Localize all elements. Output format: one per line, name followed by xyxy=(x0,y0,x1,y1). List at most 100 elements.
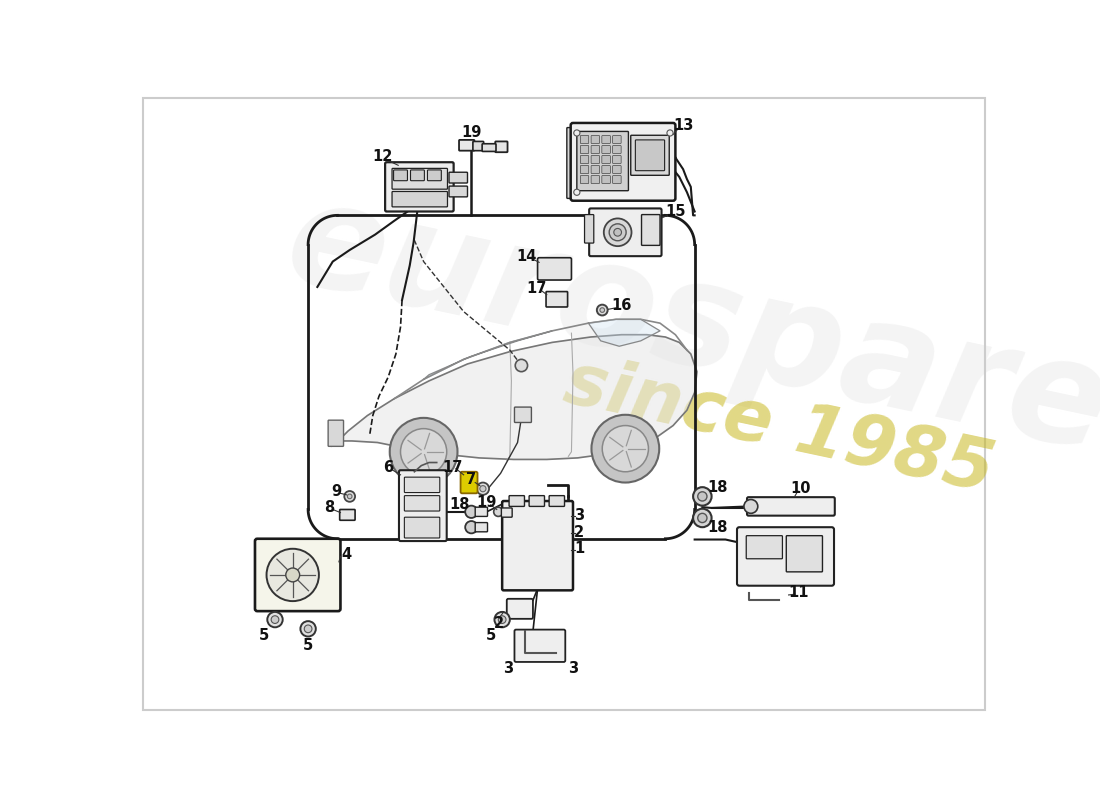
FancyBboxPatch shape xyxy=(459,140,474,150)
FancyBboxPatch shape xyxy=(602,146,610,154)
Text: 12: 12 xyxy=(373,149,393,163)
FancyBboxPatch shape xyxy=(571,123,675,201)
Text: 11: 11 xyxy=(789,585,808,600)
Circle shape xyxy=(515,359,528,372)
FancyBboxPatch shape xyxy=(255,538,341,611)
Circle shape xyxy=(494,507,503,517)
Text: 15: 15 xyxy=(666,204,685,219)
FancyBboxPatch shape xyxy=(581,176,589,183)
Circle shape xyxy=(603,426,649,472)
Circle shape xyxy=(667,130,673,136)
Circle shape xyxy=(465,521,477,534)
Circle shape xyxy=(600,308,605,312)
Circle shape xyxy=(697,492,707,501)
Circle shape xyxy=(400,429,447,475)
FancyBboxPatch shape xyxy=(428,170,441,181)
FancyBboxPatch shape xyxy=(509,496,525,506)
FancyBboxPatch shape xyxy=(636,140,664,170)
FancyBboxPatch shape xyxy=(502,508,513,517)
FancyBboxPatch shape xyxy=(392,191,448,207)
Circle shape xyxy=(286,568,299,582)
FancyBboxPatch shape xyxy=(613,176,621,183)
FancyBboxPatch shape xyxy=(392,168,448,189)
FancyBboxPatch shape xyxy=(576,131,628,190)
Circle shape xyxy=(300,621,316,637)
FancyBboxPatch shape xyxy=(515,407,531,422)
FancyBboxPatch shape xyxy=(641,214,660,246)
Circle shape xyxy=(693,509,712,527)
Text: 3: 3 xyxy=(568,661,579,676)
Text: 17: 17 xyxy=(442,460,462,474)
Polygon shape xyxy=(588,319,660,346)
Circle shape xyxy=(476,482,490,495)
FancyBboxPatch shape xyxy=(507,599,534,619)
FancyBboxPatch shape xyxy=(613,136,621,143)
FancyBboxPatch shape xyxy=(546,291,568,307)
Circle shape xyxy=(305,625,312,633)
Circle shape xyxy=(693,487,712,506)
Text: 16: 16 xyxy=(612,298,631,313)
Circle shape xyxy=(614,229,622,236)
Text: 9: 9 xyxy=(331,483,342,498)
Text: 18: 18 xyxy=(707,520,728,534)
FancyBboxPatch shape xyxy=(405,517,440,538)
FancyBboxPatch shape xyxy=(405,496,440,511)
Circle shape xyxy=(597,305,607,315)
Text: 1: 1 xyxy=(574,542,584,556)
Text: 18: 18 xyxy=(450,497,470,512)
Circle shape xyxy=(574,130,580,136)
FancyBboxPatch shape xyxy=(602,136,610,143)
Circle shape xyxy=(266,549,319,601)
FancyBboxPatch shape xyxy=(473,142,484,150)
Text: 2: 2 xyxy=(574,525,584,540)
Circle shape xyxy=(697,514,707,522)
Text: 5: 5 xyxy=(302,638,313,653)
Text: 2: 2 xyxy=(494,616,504,631)
FancyBboxPatch shape xyxy=(566,127,576,198)
Text: 3: 3 xyxy=(503,661,514,676)
Text: 3: 3 xyxy=(574,508,584,523)
FancyBboxPatch shape xyxy=(385,162,453,211)
FancyBboxPatch shape xyxy=(602,176,610,183)
FancyBboxPatch shape xyxy=(613,166,621,174)
Circle shape xyxy=(480,486,486,492)
FancyBboxPatch shape xyxy=(591,166,600,174)
Circle shape xyxy=(592,414,659,482)
FancyBboxPatch shape xyxy=(449,186,468,197)
FancyBboxPatch shape xyxy=(549,496,564,506)
Polygon shape xyxy=(331,334,697,459)
FancyBboxPatch shape xyxy=(410,170,425,181)
FancyBboxPatch shape xyxy=(581,166,589,174)
FancyBboxPatch shape xyxy=(746,536,782,558)
Circle shape xyxy=(267,612,283,627)
FancyBboxPatch shape xyxy=(394,170,407,181)
FancyBboxPatch shape xyxy=(613,156,621,163)
FancyBboxPatch shape xyxy=(340,510,355,520)
FancyBboxPatch shape xyxy=(591,136,600,143)
FancyBboxPatch shape xyxy=(591,176,600,183)
Circle shape xyxy=(389,418,458,486)
FancyBboxPatch shape xyxy=(581,156,589,163)
FancyBboxPatch shape xyxy=(399,470,447,541)
Text: 8: 8 xyxy=(323,501,334,515)
Circle shape xyxy=(609,224,626,241)
Polygon shape xyxy=(424,331,552,379)
FancyBboxPatch shape xyxy=(581,136,589,143)
Circle shape xyxy=(495,612,510,627)
Circle shape xyxy=(604,218,631,246)
FancyBboxPatch shape xyxy=(495,142,507,152)
Text: 18: 18 xyxy=(707,480,728,494)
FancyBboxPatch shape xyxy=(737,527,834,586)
FancyBboxPatch shape xyxy=(328,420,343,446)
FancyBboxPatch shape xyxy=(591,156,600,163)
Text: 5: 5 xyxy=(258,627,268,642)
FancyBboxPatch shape xyxy=(630,135,669,175)
FancyBboxPatch shape xyxy=(482,144,496,151)
FancyBboxPatch shape xyxy=(581,146,589,154)
FancyBboxPatch shape xyxy=(590,209,661,256)
Circle shape xyxy=(344,491,355,502)
Text: 13: 13 xyxy=(673,118,693,133)
Text: 19: 19 xyxy=(461,126,482,141)
Text: 10: 10 xyxy=(791,481,811,496)
Circle shape xyxy=(348,494,352,498)
